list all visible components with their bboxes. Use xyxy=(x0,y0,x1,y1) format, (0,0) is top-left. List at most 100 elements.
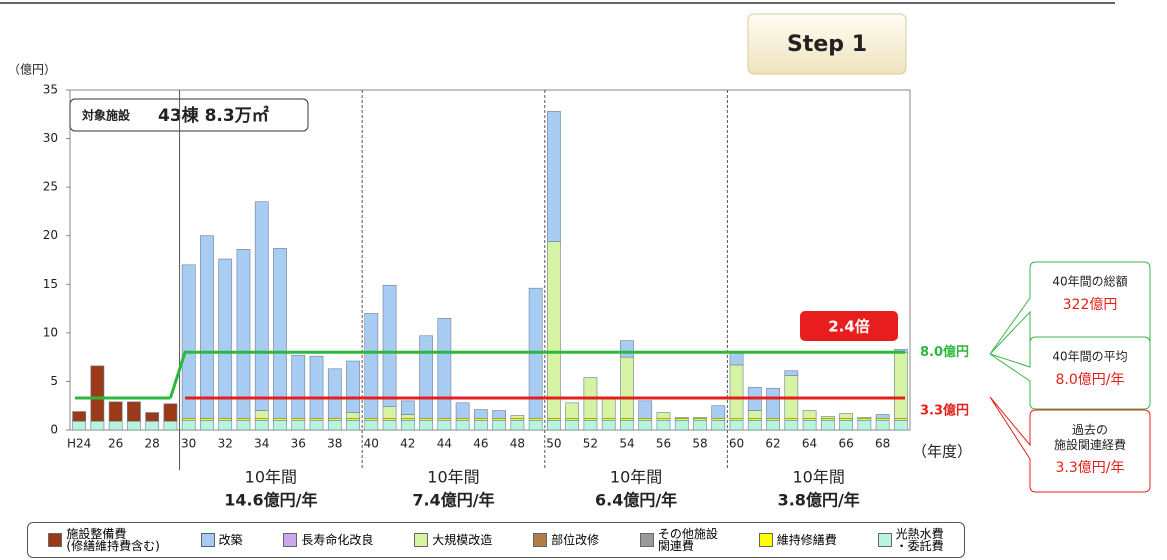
bar-segment xyxy=(346,360,360,413)
bar-segment xyxy=(309,355,324,419)
x-tick-label: 56 xyxy=(656,437,671,451)
bar-segment xyxy=(437,419,452,431)
bar-segment xyxy=(510,415,525,419)
bar-segment xyxy=(620,340,634,358)
bar-segment xyxy=(473,419,488,431)
bar-segment xyxy=(437,317,452,419)
callout-title: 40年間の平均 xyxy=(1052,350,1127,364)
x-unit: （年度） xyxy=(912,443,972,461)
bar-segment xyxy=(565,419,580,431)
bar-segment xyxy=(820,419,835,431)
period-label: 10年間 xyxy=(610,468,662,487)
period-average: 3.8億円/年 xyxy=(778,491,860,510)
x-tick-label: 26 xyxy=(108,437,123,451)
x-tick-label: 62 xyxy=(765,437,780,451)
bar-segment xyxy=(382,406,397,419)
bar-segment xyxy=(400,414,415,419)
bar-segment xyxy=(583,419,598,431)
bar-segment xyxy=(72,420,87,431)
period-average: 7.4億円/年 xyxy=(412,491,494,510)
legend-item: その他施設 関連費 xyxy=(639,527,718,553)
x-tick-label: 44 xyxy=(437,437,452,451)
bar-segment xyxy=(254,410,269,419)
y-tick-label: 20 xyxy=(43,228,58,242)
bar-segment xyxy=(638,419,653,431)
facility-value: 43棟 8.3万㎡ xyxy=(158,105,269,126)
bar-segment xyxy=(620,356,634,419)
legend-label: 部位改修 xyxy=(551,533,600,547)
period-average: 14.6億円/年 xyxy=(224,491,317,510)
plot-frame xyxy=(69,89,911,431)
legend-label: 光熱水費 ・委託費 xyxy=(895,527,944,553)
y-tick-label: 10 xyxy=(43,325,58,339)
bar-segment xyxy=(747,419,762,431)
callout-box xyxy=(989,396,1151,493)
bar-segment xyxy=(327,368,342,419)
legend-label: その他施設 関連費 xyxy=(657,527,718,553)
y-unit: （億円） xyxy=(8,63,56,77)
y-tick-label: 30 xyxy=(43,131,58,145)
bar-segment xyxy=(364,313,379,419)
legend-swatch xyxy=(48,533,63,547)
bar-segment xyxy=(784,419,799,431)
bar-segment xyxy=(291,354,306,419)
y-tick-label: 35 xyxy=(43,83,58,97)
bar-segment xyxy=(254,201,269,411)
bar-segment xyxy=(820,416,835,419)
bar-segment xyxy=(145,412,160,422)
bar-segment xyxy=(145,420,160,431)
bar-segment xyxy=(565,402,580,419)
x-tick-label: 68 xyxy=(875,437,890,451)
bar-segment xyxy=(127,401,141,422)
legend-item: 施設整備費 (修繕維持費含む) xyxy=(48,528,160,552)
period-label: 10年間 xyxy=(793,468,845,487)
bar-segment xyxy=(547,111,561,242)
bar-segment xyxy=(510,419,525,431)
bar-segment xyxy=(108,420,123,431)
bar-segment xyxy=(200,235,214,419)
bar-segment xyxy=(839,413,853,419)
average-line-label: 3.3億円 xyxy=(920,402,969,418)
bar-segment xyxy=(181,264,196,419)
bar-segment xyxy=(875,414,890,419)
legend-swatch xyxy=(414,533,429,547)
bar-segment xyxy=(72,411,87,422)
bar-segment xyxy=(455,402,470,419)
x-tick-label: 36 xyxy=(291,437,306,451)
legend: 施設整備費 (修繕維持費含む) 改築 長寿命化改良 大規模改造 部位改修 その他施設 関連… xyxy=(27,522,965,558)
legend-item: 光熱水費 ・委託費 xyxy=(877,527,944,553)
bar-segment xyxy=(601,398,616,419)
bar-segment xyxy=(620,419,634,431)
bar-segment xyxy=(711,419,726,431)
x-tick-label: 34 xyxy=(254,437,269,451)
step-label: Step 1 xyxy=(787,32,867,57)
x-tick-label: 60 xyxy=(729,437,744,451)
x-tick-label: 32 xyxy=(218,437,233,451)
bar-segment xyxy=(346,412,360,419)
bar-segment xyxy=(693,419,707,431)
callout-value: 3.3億円/年 xyxy=(1056,460,1125,476)
bar-segment xyxy=(473,409,488,419)
bar-segment xyxy=(857,417,872,419)
legend-item: 大規模改造 xyxy=(414,533,492,547)
bar-segment xyxy=(163,403,178,422)
bar-segment xyxy=(218,419,233,431)
bar-segment xyxy=(273,419,287,431)
bar-segment xyxy=(419,335,433,419)
x-tick-label: 40 xyxy=(364,437,379,451)
period-label: 10年間 xyxy=(427,468,479,487)
legend-swatch xyxy=(877,533,892,547)
x-tick-label: H24 xyxy=(67,437,91,451)
bar-segment xyxy=(857,419,872,431)
legend-swatch xyxy=(758,533,773,547)
bar-segment xyxy=(766,419,780,431)
bar-segment xyxy=(674,417,689,419)
bar-segment xyxy=(419,419,433,431)
bar-segment xyxy=(784,370,799,376)
bar-segment xyxy=(802,419,817,431)
facility-label: 対象施設 xyxy=(81,108,131,123)
legend-swatch xyxy=(533,533,548,547)
callout-title: 40年間の総額 xyxy=(1052,275,1127,289)
